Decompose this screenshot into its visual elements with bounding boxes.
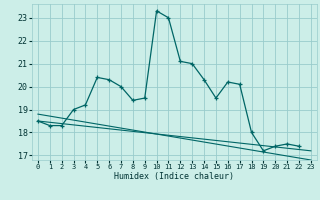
X-axis label: Humidex (Indice chaleur): Humidex (Indice chaleur) — [115, 172, 234, 181]
